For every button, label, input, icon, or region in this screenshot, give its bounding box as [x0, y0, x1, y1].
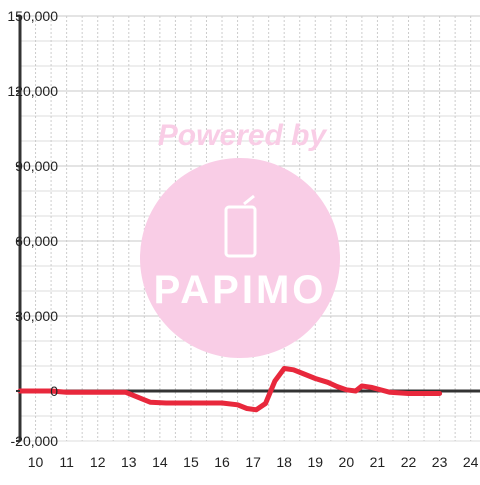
x-tick-label: 24: [463, 454, 479, 470]
watermark-powered-by-text: Powered by: [158, 119, 328, 152]
tick-labels: 150,000 120,000 90,000 60,000 30,000 0 -20,000…: [7, 8, 478, 470]
watermark-circle: [140, 158, 340, 358]
x-tick-label: 21: [370, 454, 386, 470]
x-tick-label: 16: [214, 454, 230, 470]
x-tick-label: 17: [245, 454, 261, 470]
y-tick-label: 150,000: [7, 8, 58, 24]
phone-icon: [224, 194, 257, 258]
y-tick-label: -20,000: [11, 433, 59, 449]
y-tick-label: 90,000: [15, 158, 58, 174]
y-tick-label: 60,000: [15, 233, 58, 249]
x-tick-label: 22: [401, 454, 417, 470]
x-tick-label: 13: [121, 454, 137, 470]
y-tick-label: 30,000: [15, 308, 58, 324]
y-tick-label: 120,000: [7, 83, 58, 99]
y-tick-label: 0: [50, 383, 58, 399]
x-tick-label: 12: [90, 454, 106, 470]
x-tick-label: 14: [152, 454, 168, 470]
watermark-logo-text: PAPIMO: [154, 268, 327, 312]
papimo-watermark: Powered by PAPIMO: [140, 119, 340, 358]
x-tick-label: 15: [183, 454, 199, 470]
x-tick-label: 10: [28, 454, 44, 470]
x-tick-label: 18: [276, 454, 292, 470]
x-tick-label: 19: [307, 454, 323, 470]
x-tick-label: 20: [339, 454, 355, 470]
x-tick-label: 11: [59, 454, 74, 470]
series-line-0: [17, 366, 443, 413]
x-tick-label: 23: [432, 454, 448, 470]
series: [17, 366, 443, 413]
